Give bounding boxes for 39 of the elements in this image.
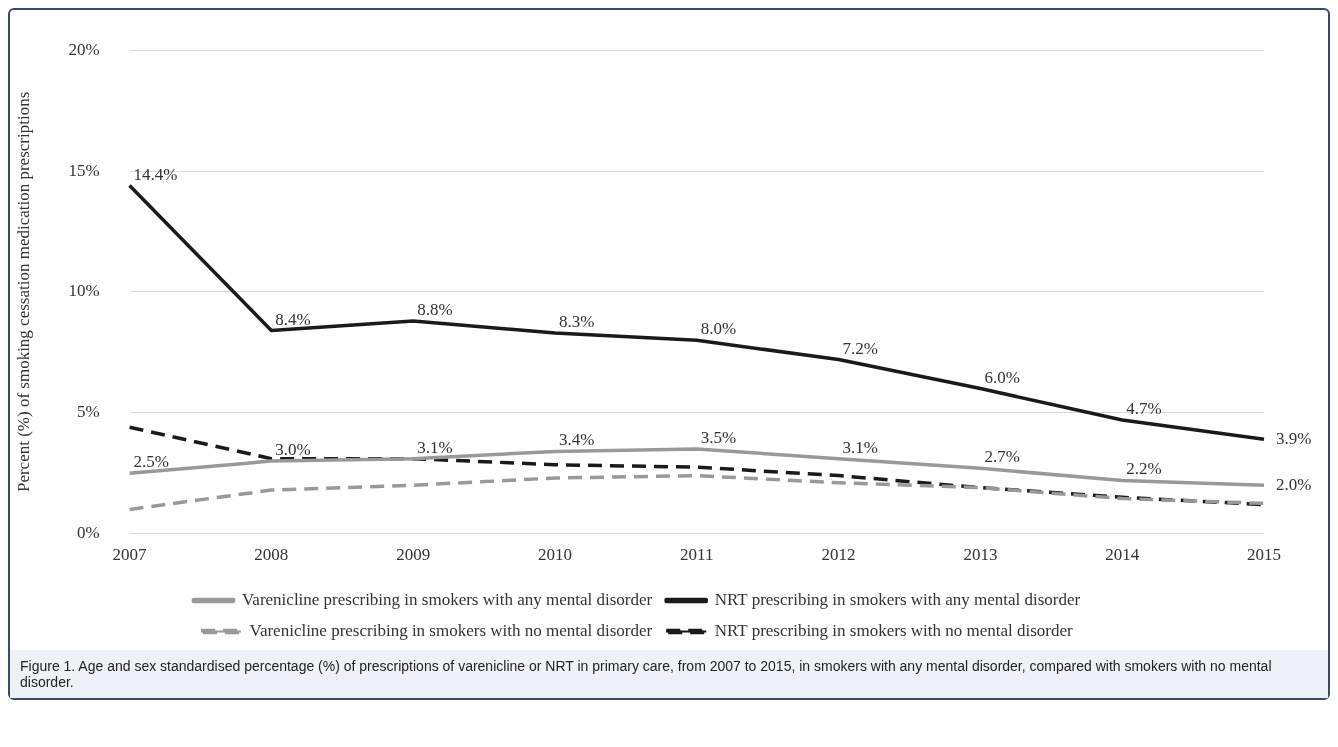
y-axis-title: Percent (%) of smoking cessation medication prescriptions xyxy=(13,91,33,493)
y-tick-label: 20% xyxy=(68,39,100,59)
data-label: 8.8% xyxy=(417,299,453,319)
x-tick-label: 2012 xyxy=(821,545,856,565)
line-series xyxy=(127,473,1266,512)
x-tick-label: 2015 xyxy=(1247,545,1281,565)
legend-label: NRT prescribing in smokers with no mental disorder xyxy=(714,620,1074,640)
data-label: 3.4% xyxy=(558,430,595,450)
x-tick-label: 2013 xyxy=(963,545,998,565)
data-label: 2.2% xyxy=(1126,459,1162,479)
data-label: 2.0% xyxy=(1276,474,1312,494)
y-tick-label: 15% xyxy=(68,160,100,180)
data-label: 3.0% xyxy=(275,440,311,460)
data-label: 8.3% xyxy=(558,311,595,331)
x-tick-label: 2009 xyxy=(396,545,431,565)
data-label: 3.1% xyxy=(417,437,453,457)
data-label: 8.4% xyxy=(275,309,311,329)
data-label: 8.0% xyxy=(700,319,737,339)
x-tick-label: 2007 xyxy=(112,545,148,565)
caption: Figure 1. Age and sex standardised percentage (%) of prescriptions of varenicline or NRT in primary care, from 2007 to 2015, in smokers with any mental disorder, compared with smokers with no mental disorder. xyxy=(10,650,1328,698)
data-label: 14.4% xyxy=(133,164,178,184)
x-tick-label: 2014 xyxy=(1105,545,1140,565)
legend-label: NRT prescribing in smokers with any mental disorder xyxy=(714,589,1081,609)
data-label: 2.5% xyxy=(133,452,169,472)
data-label: 3.5% xyxy=(700,427,737,447)
x-tick-label: 2008 xyxy=(254,545,289,565)
y-tick-label: 0% xyxy=(76,523,100,543)
y-tick-label: 5% xyxy=(76,402,100,422)
data-label: 3.1% xyxy=(842,437,879,457)
y-tick-label: 10% xyxy=(68,281,100,301)
data-label: 2.7% xyxy=(984,447,1020,467)
data-label: 3.9% xyxy=(1276,428,1312,448)
data-label: 6.0% xyxy=(984,367,1020,387)
data-label: 4.7% xyxy=(1126,398,1162,418)
x-tick-label: 2010 xyxy=(537,545,572,565)
x-tick-label: 2011 xyxy=(680,545,714,565)
legend-label: Varenicline prescribing in smokers with no mental disorder xyxy=(249,620,653,640)
data-label: 7.2% xyxy=(842,338,879,358)
legend-label: Varenicline prescribing in smokers with any mental disorder xyxy=(241,589,653,609)
